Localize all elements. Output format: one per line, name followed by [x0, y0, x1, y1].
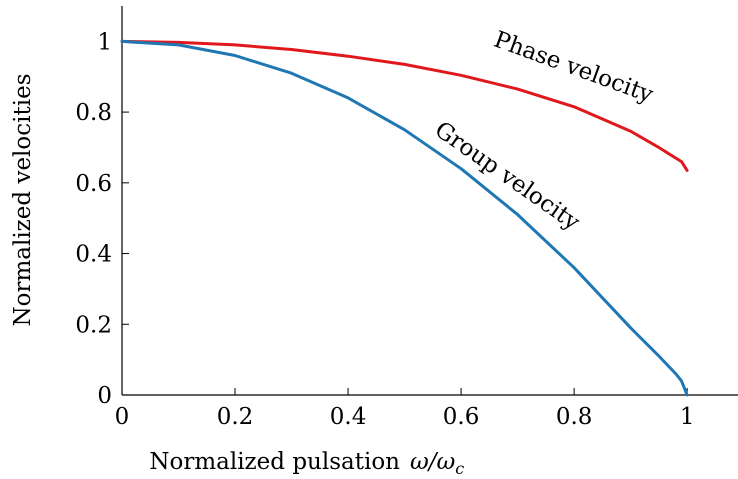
y-tick-label: 0.8 — [75, 100, 112, 126]
x-axis: 0 0.2 0.4 0.6 0.8 1 — [115, 388, 695, 430]
x-tick-label: 0.2 — [217, 404, 254, 430]
group-velocity-line — [120, 39, 689, 397]
x-axis-title: Normalized pulsation — [149, 449, 400, 475]
y-tick-label: 0 — [97, 383, 112, 409]
x-tick-label: 0.4 — [330, 404, 367, 430]
series-layer — [120, 39, 689, 397]
x-axis-math-sub: c — [455, 459, 464, 478]
y-tick-label: 1 — [97, 29, 112, 55]
phase-velocity-label: Phase velocity — [490, 27, 656, 109]
x-tick-label: 0.8 — [556, 404, 593, 430]
y-tick-label: 0.2 — [75, 312, 112, 338]
phase-velocity-line — [120, 39, 689, 172]
y-tick-label: 0.4 — [75, 242, 112, 268]
x-axis-math-main: ω/ω — [410, 449, 456, 475]
y-axis-title: Normalized velocities — [10, 73, 36, 326]
x-tick-label: 0.6 — [443, 404, 480, 430]
y-tick-label: 0.6 — [75, 171, 112, 197]
x-axis-math: ω/ωc — [410, 449, 464, 478]
x-tick-label: 0 — [115, 404, 130, 430]
y-axis: 0 0.2 0.4 0.6 0.8 1 — [75, 29, 129, 409]
x-tick-label: 1 — [680, 404, 695, 430]
plot-frame — [121, 6, 738, 396]
group-velocity-label: Group velocity — [430, 117, 584, 236]
